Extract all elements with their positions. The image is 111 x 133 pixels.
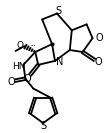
Text: O: O (95, 33, 103, 43)
Text: O: O (24, 74, 31, 84)
Text: O: O (17, 41, 24, 50)
Text: ...: ... (29, 41, 36, 47)
Text: HN: HN (12, 62, 25, 71)
Text: O: O (8, 77, 15, 87)
Text: O: O (95, 57, 102, 67)
Text: S: S (40, 121, 46, 131)
Text: N: N (56, 57, 64, 67)
Text: S: S (55, 6, 61, 16)
